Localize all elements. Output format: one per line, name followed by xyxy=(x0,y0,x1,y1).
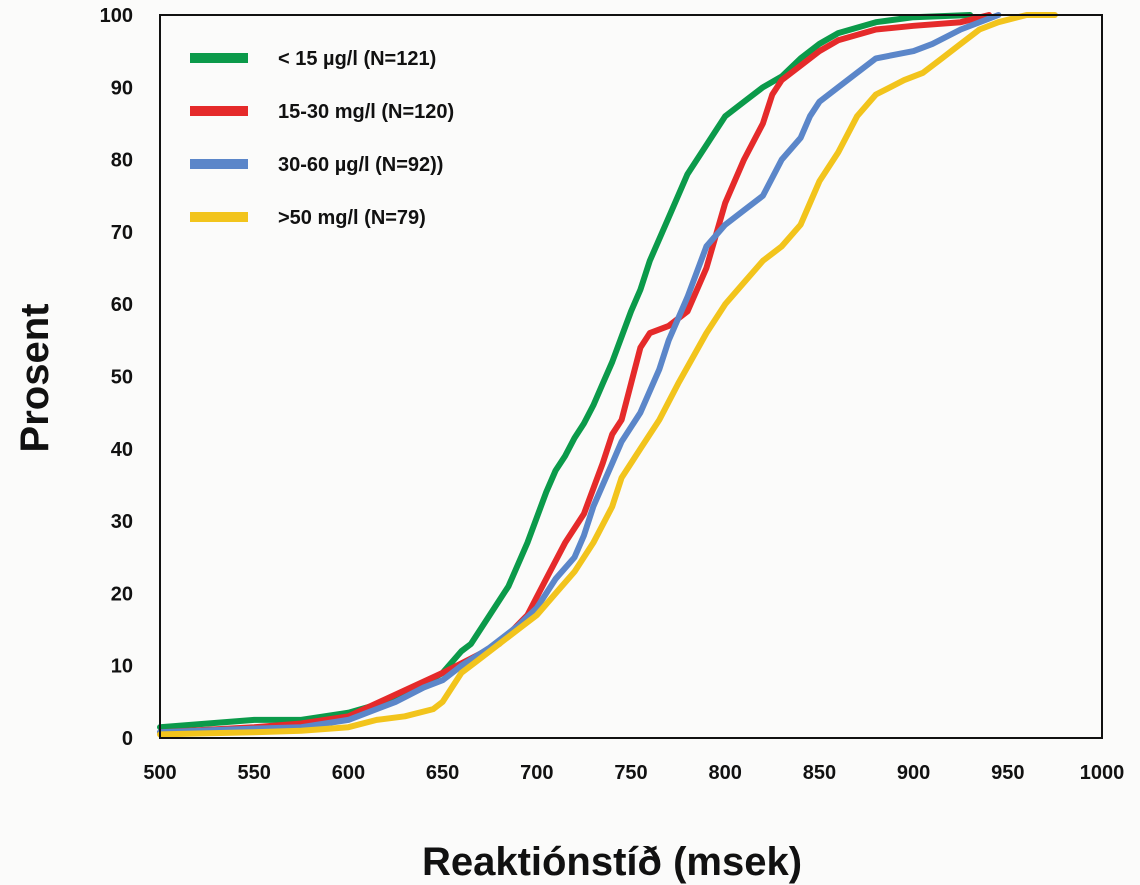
y-tick-label: 20 xyxy=(111,583,133,605)
x-tick-label: 750 xyxy=(614,762,647,784)
y-tick-label: 60 xyxy=(111,294,133,316)
y-tick-label: 100 xyxy=(100,5,133,27)
plot-marks xyxy=(157,12,1058,738)
x-tick-label: 650 xyxy=(426,762,459,784)
y-axis-title: Prosent xyxy=(13,304,57,453)
x-axis-title: Reaktiónstíð (msek) xyxy=(422,840,802,884)
x-tick-label: 850 xyxy=(803,762,836,784)
legend-label: 30-60 µg/l (N=92)) xyxy=(278,154,443,176)
x-tick-label: 1000 xyxy=(1080,762,1125,784)
series-line-2 xyxy=(157,12,992,736)
series-line-4 xyxy=(157,12,1058,738)
legend-label: 15-30 mg/l (N=120) xyxy=(278,101,454,123)
y-tick-label: 30 xyxy=(111,511,133,533)
legend: < 15 µg/l (N=121) 15-30 mg/l (N=120) 30-60… xyxy=(190,48,454,229)
x-tick-label: 500 xyxy=(143,762,176,784)
x-tick-label: 550 xyxy=(238,762,271,784)
legend-label: >50 mg/l (N=79) xyxy=(278,207,426,229)
x-tick-label: 600 xyxy=(332,762,365,784)
x-tick-label: 700 xyxy=(520,762,553,784)
y-tick-label: 80 xyxy=(111,150,133,172)
legend-label: < 15 µg/l (N=121) xyxy=(278,48,436,70)
x-tick-label: 800 xyxy=(709,762,742,784)
series-line-3 xyxy=(157,12,1002,736)
x-axis-ticks: 500 550 600 650 700 750 800 850 900 950 1000 xyxy=(143,762,1124,784)
x-tick-label: 900 xyxy=(897,762,930,784)
y-axis-ticks: 0 10 20 30 40 50 60 70 80 90 100 xyxy=(100,5,133,750)
y-tick-label: 90 xyxy=(111,77,133,99)
y-tick-label: 0 xyxy=(122,728,133,750)
plot-frame xyxy=(159,14,1103,739)
y-tick-label: 10 xyxy=(111,656,133,678)
y-tick-label: 70 xyxy=(111,222,133,244)
y-tick-label: 40 xyxy=(111,439,133,461)
x-tick-label: 950 xyxy=(991,762,1024,784)
y-tick-label: 50 xyxy=(111,367,133,389)
